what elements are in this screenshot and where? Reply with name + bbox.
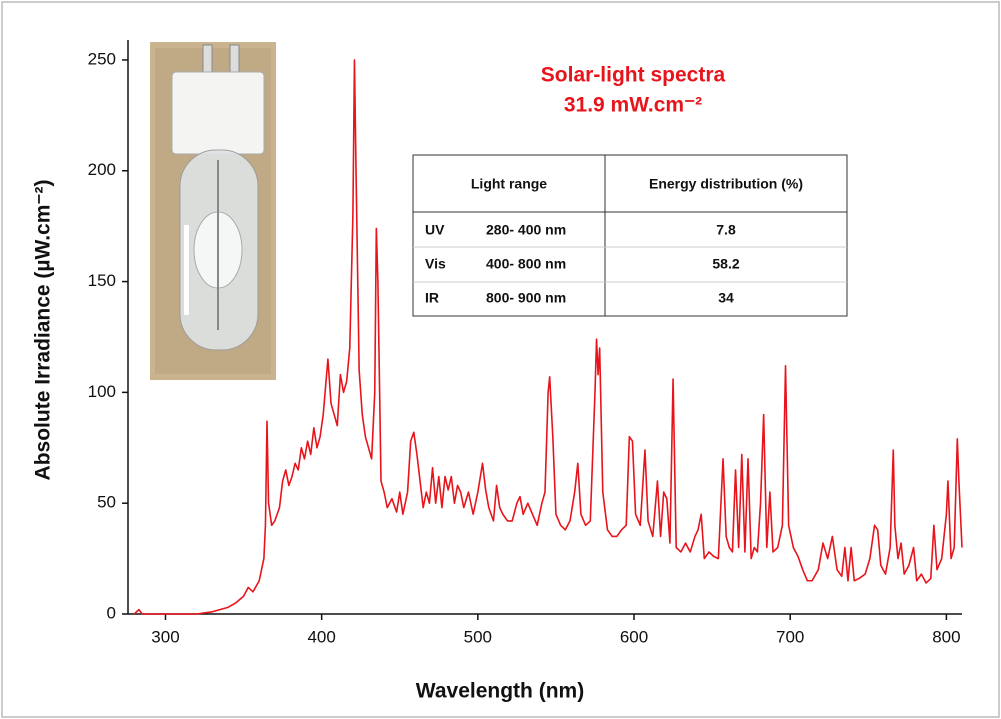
x-tick-label: 800 (932, 627, 960, 646)
y-tick-label: 150 (88, 271, 116, 290)
spectrum-line (133, 59, 963, 615)
y-tick-label: 0 (107, 603, 116, 622)
chart-title: Solar-light spectra (541, 64, 726, 87)
table-cell: 800- 900 nm (486, 290, 566, 306)
table-cell: 58.2 (712, 256, 739, 272)
x-tick-label: 700 (776, 627, 804, 646)
axes (127, 40, 962, 615)
x-axis-label: Wavelength (nm) (416, 680, 584, 703)
y-tick-label: 50 (97, 493, 116, 512)
table-cell: 280- 400 nm (486, 222, 566, 238)
table-header: Light range (471, 176, 547, 192)
table-cell: UV (425, 222, 445, 238)
table-cell: 7.8 (716, 222, 736, 238)
table-frame (412, 154, 848, 317)
table-header: Energy distribution (%) (649, 176, 803, 192)
table-cell: 400- 800 nm (486, 256, 566, 272)
chart-subtitle: 31.9 mW.cm⁻² (564, 94, 702, 117)
y-tick-label: 100 (88, 382, 116, 401)
lamp-pin (202, 44, 213, 76)
table-cell: 34 (718, 290, 734, 306)
x-tick-label: 600 (620, 627, 648, 646)
x-tick-label: 500 (464, 627, 492, 646)
table-cell: IR (425, 290, 439, 306)
y-tick-label: 200 (88, 160, 116, 179)
lamp-photo (150, 42, 276, 380)
lamp-pin (229, 44, 240, 76)
energy-table: Light range Energy distribution (%) UV 2… (412, 154, 848, 317)
x-tick-label: 300 (151, 627, 179, 646)
lamp-base (171, 71, 265, 155)
lamp-strip (184, 225, 189, 315)
y-tick-label: 250 (88, 49, 116, 68)
x-tick-label: 400 (307, 627, 335, 646)
y-axis-label: Absolute Irradiance (µW.cm⁻²) (32, 180, 55, 481)
table-cell: Vis (425, 256, 446, 272)
